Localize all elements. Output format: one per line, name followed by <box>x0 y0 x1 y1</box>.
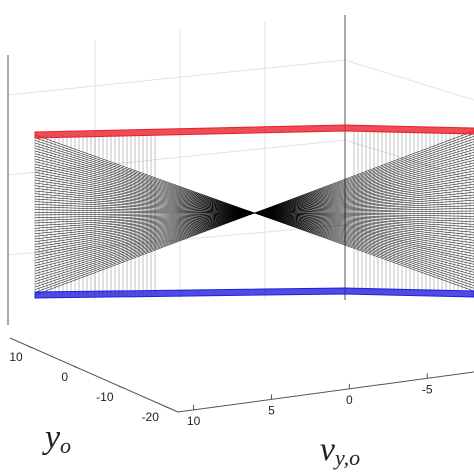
x-tick-label: 10 <box>9 350 23 364</box>
trajectory <box>34 130 474 296</box>
wall-grid <box>7 59 346 96</box>
y-label: v <box>320 431 336 468</box>
x-axis <box>9 337 179 413</box>
y-tick-label: 0 <box>346 393 353 407</box>
top-plane <box>34 124 474 139</box>
wall-grid <box>344 59 474 101</box>
x-tick-label: -10 <box>96 390 114 404</box>
x-axis-title: yo <box>42 419 71 458</box>
y-tick-label: 10 <box>187 414 201 428</box>
x-tick-label: 0 <box>61 370 68 384</box>
y-tick-label: 5 <box>268 404 275 418</box>
y-label-sub: y,o <box>333 445 360 470</box>
x-label-sub: o <box>60 433 71 458</box>
y-tick-label: -5 <box>422 382 433 396</box>
wall-grid <box>7 139 346 176</box>
x-tick <box>72 365 79 369</box>
plot <box>34 124 474 299</box>
x-label: y <box>42 419 61 456</box>
y-axis <box>177 371 474 413</box>
back-walls <box>7 15 474 325</box>
x-tick <box>118 385 124 389</box>
bottom-plane <box>34 287 474 299</box>
y-axis-title: vy,o <box>320 431 360 470</box>
wall-grid <box>344 139 474 181</box>
x-tick <box>27 345 33 349</box>
x-tick <box>163 405 170 409</box>
x-tick-label: -20 <box>142 410 160 424</box>
